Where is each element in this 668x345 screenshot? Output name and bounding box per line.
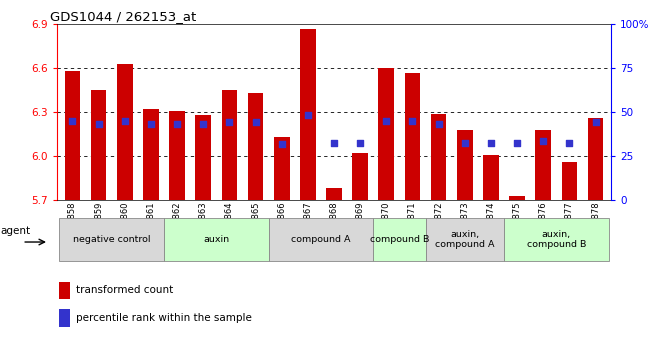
Point bbox=[407, 118, 418, 124]
Bar bbox=[59, 309, 70, 327]
Bar bbox=[117, 64, 133, 200]
Bar bbox=[65, 71, 80, 200]
Bar bbox=[91, 90, 106, 200]
Bar bbox=[300, 29, 316, 200]
Bar bbox=[222, 90, 237, 200]
Point bbox=[303, 112, 313, 118]
Point bbox=[67, 118, 77, 124]
Text: compound B: compound B bbox=[369, 235, 429, 244]
Point bbox=[355, 140, 365, 146]
Point bbox=[224, 120, 234, 125]
Point bbox=[277, 142, 287, 147]
Point bbox=[486, 140, 496, 146]
Text: auxin: auxin bbox=[203, 235, 229, 244]
Point bbox=[512, 140, 522, 146]
Point bbox=[146, 121, 156, 127]
Bar bbox=[59, 282, 70, 299]
Bar bbox=[169, 111, 185, 200]
Text: auxin,
compound A: auxin, compound A bbox=[435, 230, 494, 249]
Bar bbox=[143, 109, 159, 200]
Text: transformed count: transformed count bbox=[76, 285, 173, 295]
Point bbox=[460, 140, 470, 146]
Bar bbox=[457, 130, 473, 200]
Point bbox=[538, 139, 548, 144]
Bar bbox=[269, 218, 373, 261]
Bar bbox=[352, 153, 368, 200]
Bar bbox=[562, 162, 577, 200]
Text: percentile rank within the sample: percentile rank within the sample bbox=[76, 313, 252, 323]
Text: GDS1044 / 262153_at: GDS1044 / 262153_at bbox=[50, 10, 196, 23]
Bar bbox=[504, 218, 609, 261]
Point bbox=[120, 118, 130, 124]
Point bbox=[434, 121, 444, 127]
Bar bbox=[326, 188, 342, 200]
Text: negative control: negative control bbox=[73, 235, 150, 244]
Point bbox=[591, 120, 601, 125]
Text: compound A: compound A bbox=[291, 235, 351, 244]
Bar bbox=[483, 155, 499, 200]
Bar bbox=[164, 218, 269, 261]
Bar bbox=[535, 130, 551, 200]
Bar bbox=[588, 118, 603, 200]
Point bbox=[172, 121, 182, 127]
Point bbox=[381, 118, 391, 124]
Bar bbox=[509, 196, 525, 200]
Bar bbox=[405, 72, 420, 200]
Bar bbox=[426, 218, 504, 261]
Bar bbox=[379, 68, 394, 200]
Bar bbox=[248, 93, 263, 200]
Bar bbox=[196, 115, 211, 200]
Bar bbox=[373, 218, 426, 261]
Bar bbox=[59, 218, 164, 261]
Point bbox=[198, 121, 208, 127]
Text: agent: agent bbox=[0, 226, 30, 236]
Point bbox=[329, 140, 339, 146]
Point bbox=[564, 140, 574, 146]
Point bbox=[94, 121, 104, 127]
Text: auxin,
compound B: auxin, compound B bbox=[526, 230, 586, 249]
Bar bbox=[431, 114, 446, 200]
Bar bbox=[274, 137, 289, 200]
Point bbox=[250, 120, 261, 125]
